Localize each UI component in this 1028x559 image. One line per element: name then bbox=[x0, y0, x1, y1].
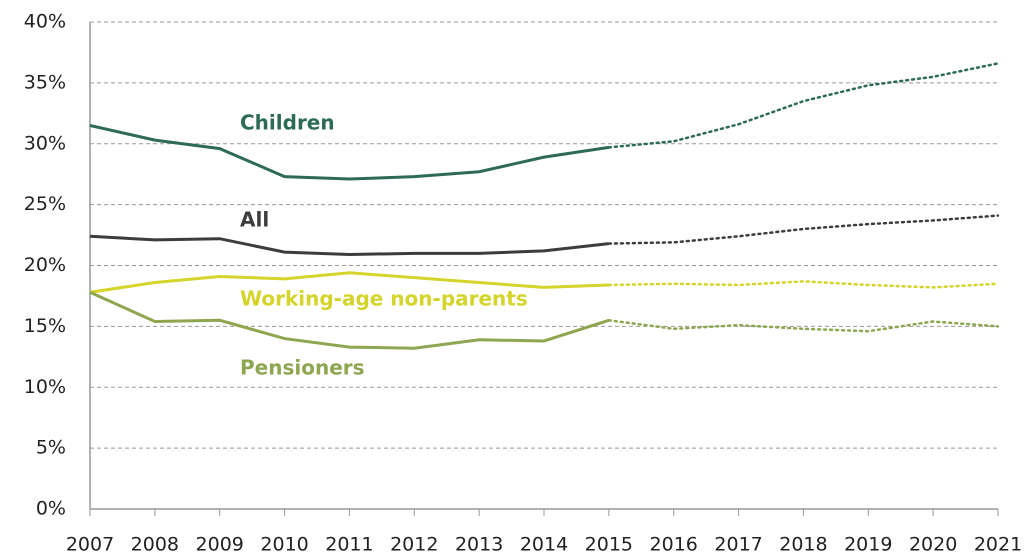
x-tick-label: 2016 bbox=[650, 534, 698, 556]
x-tick-label: 2011 bbox=[325, 534, 373, 556]
projection-line bbox=[607, 319, 1000, 333]
y-tick-label: 15% bbox=[24, 315, 66, 337]
x-tick-label: 2008 bbox=[131, 534, 179, 556]
projection-line bbox=[607, 214, 1000, 245]
y-tick-label: 10% bbox=[24, 376, 66, 398]
y-tick-label: 25% bbox=[24, 193, 66, 215]
series-line bbox=[89, 271, 609, 294]
x-tick-label: 2020 bbox=[909, 534, 957, 556]
x-tick-label: 2014 bbox=[520, 534, 568, 556]
x-tick-label: 2007 bbox=[66, 534, 114, 556]
series-label: All bbox=[240, 208, 269, 232]
y-tick-label: 5% bbox=[36, 437, 66, 459]
x-tick-label: 2017 bbox=[714, 534, 762, 556]
series-line bbox=[89, 290, 610, 350]
series-line bbox=[89, 234, 610, 257]
series-label: Working-age non-parents bbox=[240, 287, 528, 311]
y-tick-label: 0% bbox=[36, 498, 66, 520]
x-tick-label: 2018 bbox=[779, 534, 827, 556]
projection-line bbox=[607, 280, 1000, 289]
series-line bbox=[89, 124, 610, 181]
y-tick-label: 35% bbox=[24, 71, 66, 93]
x-tick-label: 2021 bbox=[974, 534, 1022, 556]
x-tick-label: 2009 bbox=[196, 534, 244, 556]
y-tick-label: 20% bbox=[24, 254, 66, 276]
y-tick-label: 30% bbox=[24, 132, 66, 154]
x-tick-label: 2013 bbox=[455, 534, 503, 556]
x-tick-label: 2015 bbox=[585, 534, 633, 556]
projection-line bbox=[607, 62, 1000, 149]
y-tick-label: 40% bbox=[24, 11, 66, 33]
x-tick-label: 2010 bbox=[260, 534, 308, 556]
x-tick-label: 2012 bbox=[390, 534, 438, 556]
series-label: Pensioners bbox=[240, 356, 365, 380]
series-label: Children bbox=[240, 111, 335, 135]
x-tick-label: 2019 bbox=[844, 534, 892, 556]
